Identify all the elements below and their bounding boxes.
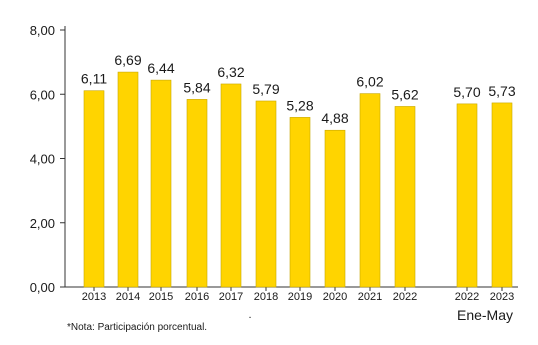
x-tick-label: 2022 [455, 291, 479, 303]
bars [83, 71, 513, 288]
bar-2015-2 [150, 79, 172, 288]
data-label: 6,02 [356, 74, 383, 90]
data-label: 5,62 [391, 86, 418, 102]
x-tick-label: 2013 [82, 291, 106, 303]
y-tick-label: 8,00 [30, 23, 55, 38]
data-label: 4,88 [321, 110, 348, 126]
data-label: 6,11 [81, 71, 107, 87]
labels: 6,11 2013 6,69 2014 6,44 2015 5,84 2016 6,32 2017… [81, 52, 516, 303]
x-tick-label: 2016 [185, 291, 209, 303]
y-tick-label: 6,00 [30, 87, 55, 102]
x-tick-label: 2023 [490, 291, 514, 303]
bar-2018-5 [255, 100, 277, 288]
bar-2021-8 [359, 93, 381, 288]
bar-2013-0 [83, 90, 105, 288]
y-tick-label: 4,00 [30, 152, 55, 167]
x-tick-label: 2022 [393, 291, 417, 303]
data-label: 5,79 [252, 81, 279, 97]
bar-2020-7 [324, 129, 346, 288]
footnote: *Nota: Participación porcentual. [67, 322, 207, 333]
x-tick-label: 2020 [323, 291, 347, 303]
x-tick-label: 2014 [116, 291, 140, 303]
bar-2022-9 [394, 106, 416, 288]
group-label-ene-may: Ene-May [457, 307, 513, 323]
separator-dot: . [248, 309, 251, 321]
x-tick-label: 2018 [254, 291, 278, 303]
data-label: 6,69 [114, 52, 141, 68]
bar-2022-10 [456, 103, 478, 288]
y-tick-label: 0,00 [30, 280, 55, 295]
bar-2014-1 [117, 71, 139, 288]
axes: 0,00 2,00 4,00 6,00 8,00 [30, 23, 518, 295]
y-tick-label: 2,00 [30, 216, 55, 231]
x-tick-label: 2015 [149, 291, 173, 303]
x-tick-label: 2019 [288, 291, 312, 303]
bar-2017-4 [220, 83, 242, 288]
data-label: 5,28 [286, 97, 313, 113]
bar-2016-3 [186, 99, 208, 288]
data-label: 5,73 [488, 83, 515, 99]
data-label: 6,32 [217, 64, 244, 80]
bar-2023-11 [491, 102, 513, 288]
bar-2019-6 [289, 117, 311, 288]
x-tick-label: 2017 [219, 291, 243, 303]
data-label: 6,44 [147, 60, 174, 76]
data-label: 5,84 [183, 79, 210, 95]
x-tick-label: 2021 [358, 291, 382, 303]
data-label: 5,70 [453, 84, 480, 100]
